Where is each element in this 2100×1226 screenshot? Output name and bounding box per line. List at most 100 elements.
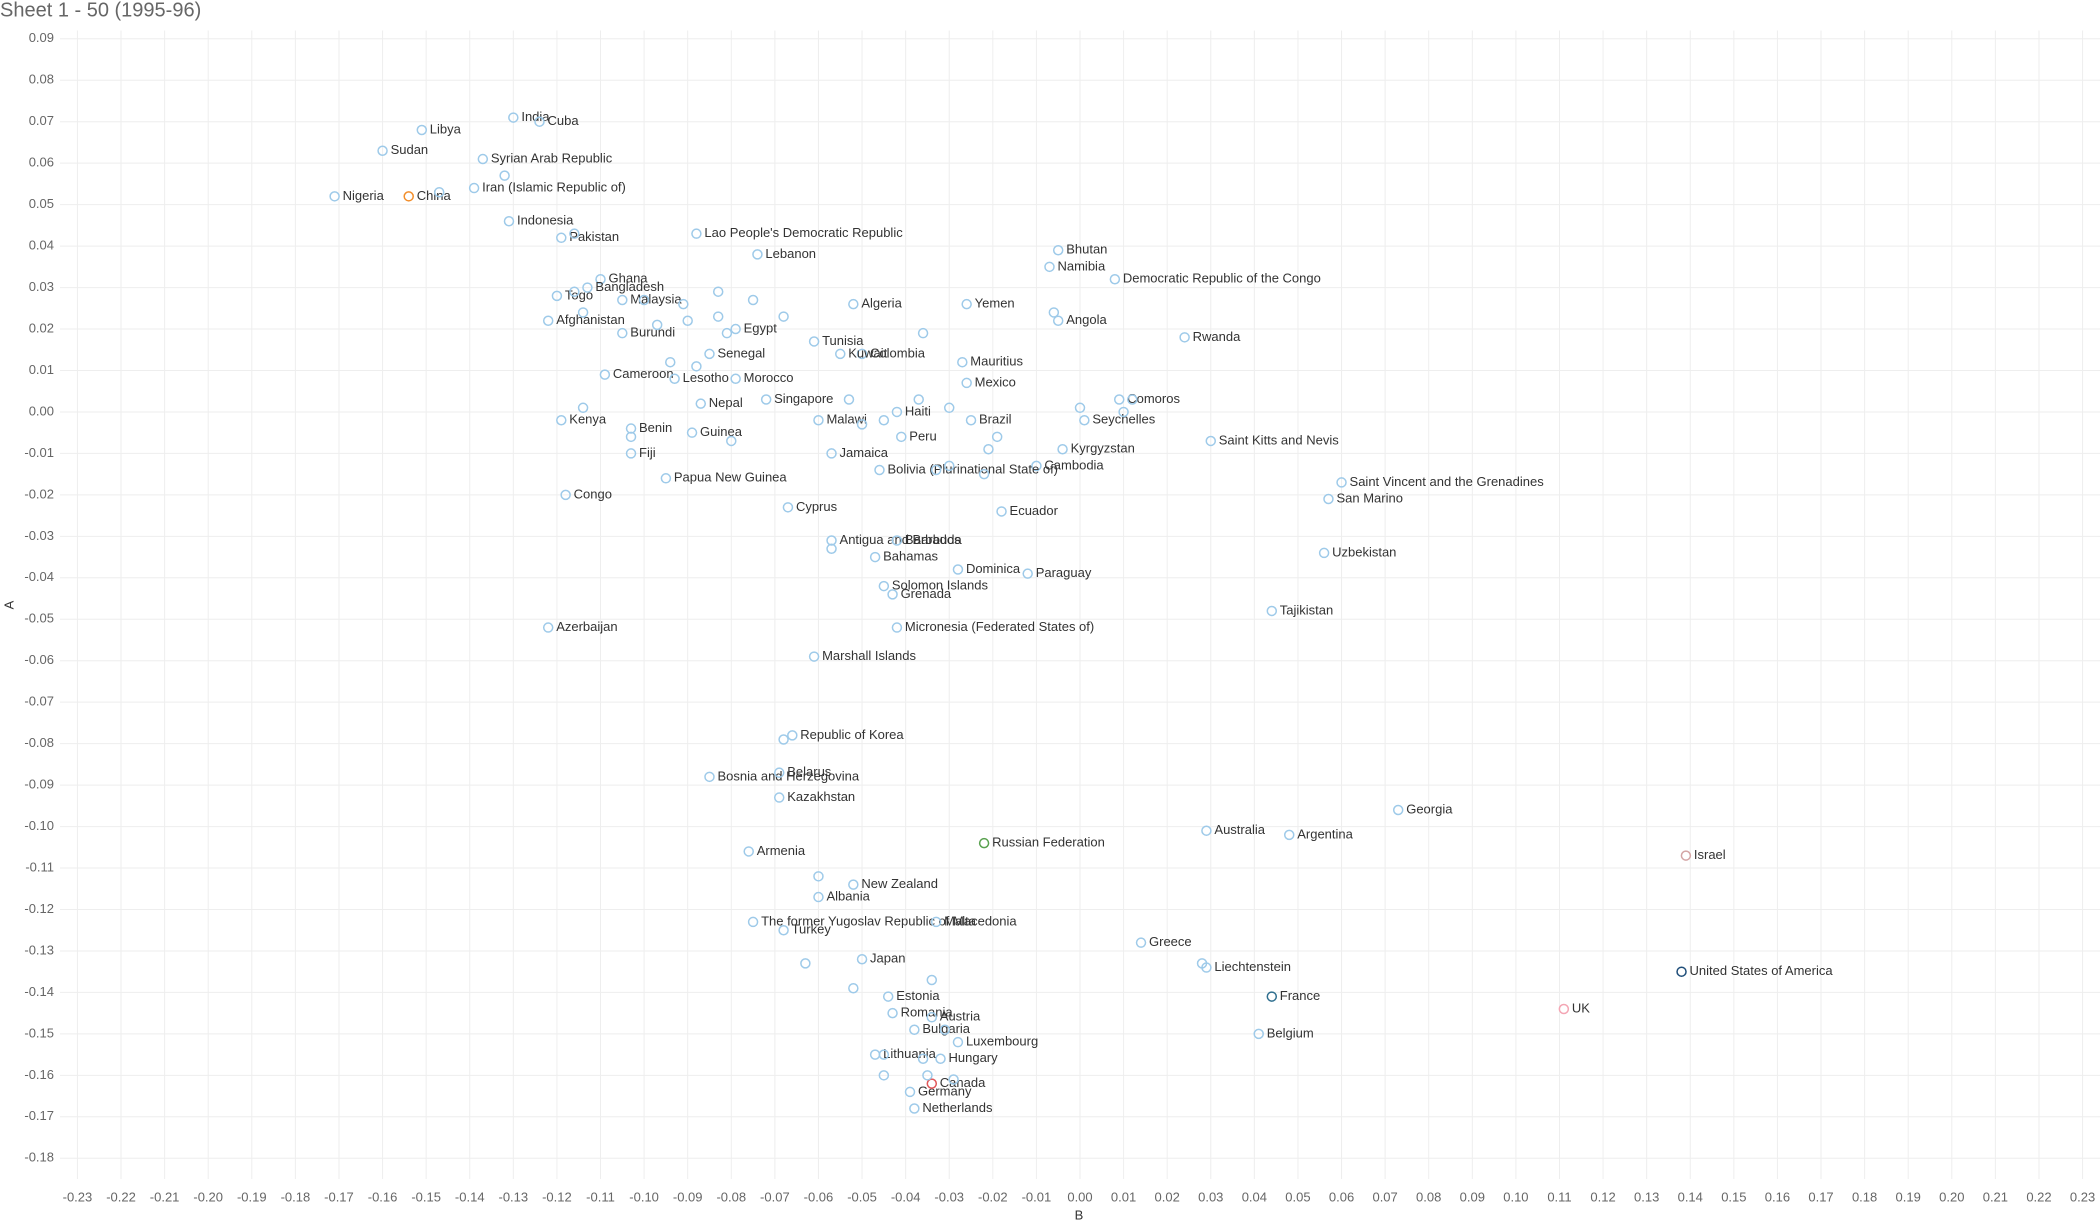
y-tick-label: 0.03 [29,279,54,294]
point-label: Singapore [774,391,833,406]
point [778,734,789,745]
point-label: Morocco [744,370,794,385]
point [743,846,754,857]
point-label: Congo [574,486,612,501]
x-tick-label: -0.11 [586,1189,615,1204]
point-label: Kenya [569,412,607,427]
point-label: Sudan [391,142,429,157]
point-label: Solomon Islands [892,578,989,593]
point-label: Democratic Republic of the Congo [1123,271,1321,286]
y-tick-label: -0.16 [24,1067,54,1082]
point-label: Colombia [870,345,926,360]
x-tick-label: 0.16 [1765,1189,1790,1204]
point [869,1049,881,1060]
point-label: France [1280,988,1320,1003]
point [878,1049,890,1060]
point [1253,1028,1264,1040]
point [935,1053,946,1065]
point [477,153,489,165]
point-label: Guinea [700,424,743,439]
point-label: Albania [826,888,870,903]
point-label: Egypt [744,320,778,335]
point [952,1036,964,1048]
point [848,983,859,994]
point [917,327,929,339]
point-label: Cameroon [613,366,674,381]
point [560,489,571,501]
point-label: Greece [1149,934,1192,949]
point [904,1086,916,1098]
point [1135,937,1147,948]
point-label: Haiti [905,403,931,418]
y-tick-label: -0.10 [24,818,54,833]
point-label: Azerbaijan [556,619,617,634]
point [943,460,955,472]
point-label: Saint Kitts and Nevis [1219,432,1339,447]
point-label: Kuwait [848,345,887,360]
x-tick-label: -0.13 [499,1189,529,1204]
x-tick-label: 0.23 [2070,1189,2095,1204]
y-tick-label: 0.09 [29,30,54,45]
point [878,414,890,426]
point [617,327,628,339]
point-label: The former Yugoslav Republic of Macedoni… [761,913,1017,928]
x-tick-label: -0.16 [368,1189,398,1204]
point [961,298,972,310]
point [1266,991,1278,1002]
point-label: UK [1572,1000,1590,1015]
point [848,879,859,890]
point-label: Iran (Islamic Republic of) [482,179,626,194]
point [542,622,554,633]
point [869,551,881,563]
point-label: Armenia [757,843,806,858]
x-tick-label: 0.07 [1372,1189,1397,1204]
point-label: Syrian Arab Republic [491,150,613,165]
point [1031,460,1042,472]
y-tick-label: 0.04 [29,238,54,253]
point-label: Saint Vincent and the Grenadines [1350,474,1545,489]
point [747,916,759,928]
point-label: Belarus [787,764,832,779]
point [468,182,480,194]
x-tick-label: -0.14 [455,1189,485,1204]
x-tick-label: -0.17 [324,1189,354,1204]
point [499,170,510,181]
y-tick-label: -0.06 [24,652,54,667]
point [909,1103,920,1114]
point-label: Algeria [861,296,902,311]
x-tick-label: -0.03 [934,1189,964,1204]
x-tick-label: -0.02 [978,1189,1008,1204]
point [856,348,868,360]
point [1283,829,1295,841]
point [978,468,990,480]
y-tick-label: 0.00 [29,403,54,418]
point [712,311,724,322]
point-label: Russian Federation [992,835,1105,850]
y-tick-label: -0.14 [24,984,54,999]
point [948,1074,959,1085]
point-label: Luxembourg [966,1034,1038,1049]
y-tick-label: 0.01 [29,362,54,377]
x-tick-label: -0.09 [673,1189,703,1204]
point [625,448,637,459]
point [778,924,789,936]
point-label: Nepal [709,395,743,410]
x-axis-label: B [1075,1207,1084,1222]
point [878,580,890,592]
point-label: Comoros [1127,391,1180,406]
point [826,448,837,459]
point-label: Cambodia [1044,457,1104,472]
point [1113,394,1125,405]
point-label: Georgia [1406,801,1453,816]
point [930,464,942,476]
point [377,145,388,156]
point-label: Bosnia and Herzegovina [717,768,859,783]
y-tick-label: 0.07 [29,113,54,128]
point [1676,966,1687,977]
point [595,274,606,285]
point [1074,402,1086,414]
point-label: Fiji [639,445,656,460]
point-label: China [417,188,452,203]
point [712,286,724,297]
